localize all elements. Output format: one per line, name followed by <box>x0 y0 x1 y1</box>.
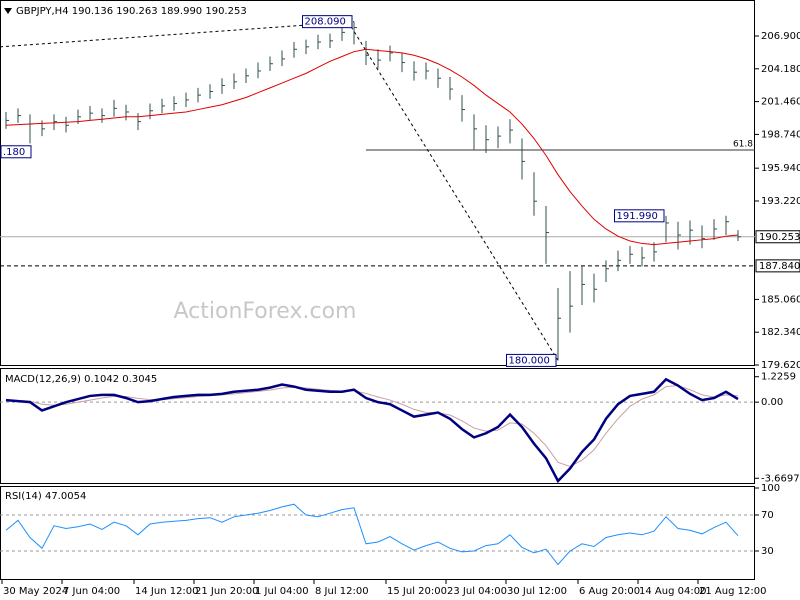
annotation-label: 180.000 <box>509 355 550 366</box>
x-tick-label: 1 Jul 04:00 <box>255 586 309 597</box>
trendline <box>347 21 559 361</box>
y-tick-label: 100 <box>761 483 780 494</box>
y-tick-label: 195.940 <box>761 163 800 174</box>
annotation-box <box>614 209 665 223</box>
x-tick-label: 7 Jun 04:00 <box>63 586 120 597</box>
moving-average <box>5 48 739 246</box>
rsi-frame <box>0 486 755 580</box>
macd-title: MACD(12,26,9) 0.1042 0.3045 <box>5 374 157 385</box>
watermark: ActionForex.com <box>174 299 357 324</box>
level-box <box>755 259 800 273</box>
price-frame <box>0 0 755 366</box>
x-tick-label: 21 Jun 20:00 <box>195 586 259 597</box>
y-tick-label: 182.340 <box>761 327 800 338</box>
x-tick-label: 15 Jul 20:00 <box>387 586 447 597</box>
rsi-title: RSI(14) 47.0054 <box>5 491 86 502</box>
x-tick-label: 14 Jun 12:00 <box>135 586 199 597</box>
y-tick-label: 70 <box>761 510 774 521</box>
annotation-box <box>0 145 32 159</box>
y-tick-label: 1.2259 <box>761 372 796 383</box>
menu-icon <box>4 8 12 14</box>
y-tick-label: 185.060 <box>761 294 800 305</box>
annotation-label: 191.990 <box>617 211 658 222</box>
y-tick-label: 206.900 <box>761 31 800 42</box>
annotation-box <box>302 15 353 29</box>
macd-frame <box>0 368 755 484</box>
x-tick-label: 23 Jul 04:00 <box>447 586 507 597</box>
annotation-label: 208.090 <box>305 17 346 28</box>
x-tick-label: 21 Aug 12:00 <box>699 586 766 597</box>
y-tick-label: -3.6697 <box>761 473 800 484</box>
y-tick-label: 204.180 <box>761 64 800 75</box>
y-tick-label: 30 <box>761 546 774 557</box>
x-tick-label: 30 Jul 12:00 <box>507 586 567 597</box>
fibo-label: 61.8 <box>733 139 753 149</box>
signal-line <box>5 385 739 467</box>
x-tick-label: 6 Aug 20:00 <box>579 586 640 597</box>
annotation-label: .180 <box>3 147 25 158</box>
x-tick-label: 14 Aug 04:00 <box>639 586 706 597</box>
level-label: 190.253 <box>759 232 800 243</box>
price-title: GBPJPY,H4 190.136 190.263 189.990 190.25… <box>16 6 247 17</box>
y-tick-label: 201.460 <box>761 97 800 108</box>
x-tick-label: 8 Jul 12:00 <box>315 586 369 597</box>
annotation-box <box>506 353 557 367</box>
rsi-line <box>5 503 739 566</box>
level-label: 187.840 <box>759 261 800 272</box>
macd-line <box>5 377 739 484</box>
trendline <box>0 21 355 48</box>
y-tick-label: 179.620 <box>761 360 800 371</box>
y-tick-label: 193.220 <box>761 196 800 207</box>
level-box <box>755 230 800 244</box>
x-tick-label: 30 May 2024 <box>3 586 68 597</box>
y-tick-label: 198.740 <box>761 129 800 140</box>
y-tick-label: 0.00 <box>761 397 783 408</box>
